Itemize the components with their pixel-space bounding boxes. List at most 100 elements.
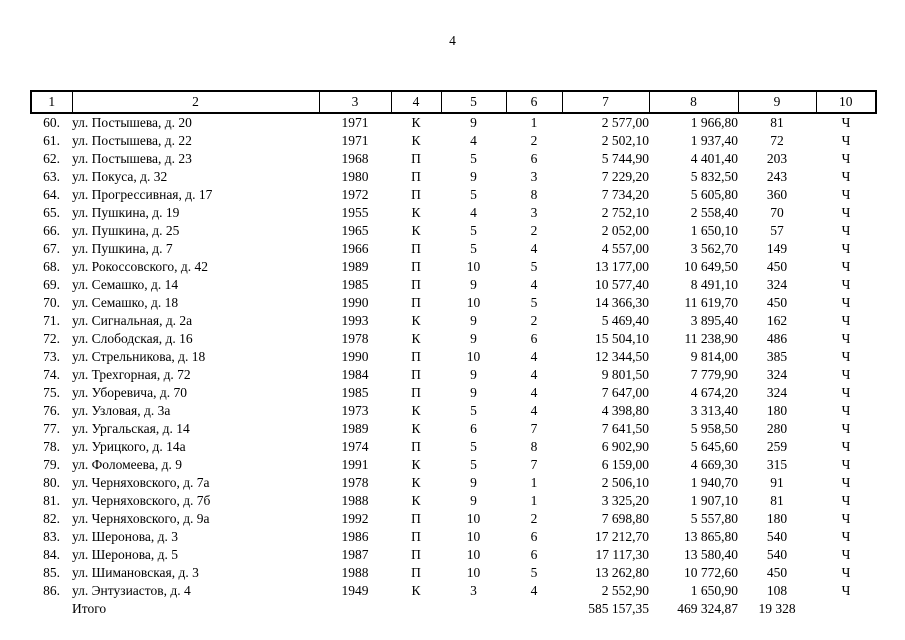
table-row: 80. ул. Черняховского, д. 7а 1978 К 9 1 2 506,… [31, 474, 876, 492]
table-cell: 1 966,80 [690, 115, 738, 130]
table-cell: 4 674,20 [690, 385, 738, 400]
table-cell: 1 [530, 475, 538, 490]
table-cell: ул. Постышева, д. 23 [72, 151, 192, 166]
table-cell: 10 [466, 565, 481, 580]
table-cell: Ч [841, 529, 851, 544]
table-cell: 162 [766, 313, 788, 328]
table-cell: Ч [841, 565, 851, 580]
table-cell: 5 605,80 [690, 187, 738, 202]
header-cell: 6 [505, 90, 563, 114]
table-cell: 57 [770, 223, 784, 238]
table-cell: 1989 [341, 259, 369, 274]
table-cell: 9 814,00 [690, 349, 738, 364]
table-header-row: 1 2 3 4 5 6 7 8 9 10 [30, 90, 877, 114]
table-cell: 13 865,80 [684, 529, 738, 544]
table-cell: 73. [43, 349, 60, 364]
table-cell: 6 159,00 [601, 457, 649, 472]
table-cell: Ч [841, 241, 851, 256]
table-cell: К [411, 313, 421, 328]
table-cell: 81. [43, 493, 60, 508]
table-cell: ул. Рокоссовского, д. 42 [72, 259, 208, 274]
table-row: 78. ул. Урицкого, д. 14а 1974 П 5 8 6 902,90 5 … [31, 438, 876, 456]
table-cell: К [411, 493, 421, 508]
table-cell: 81 [770, 493, 784, 508]
table-cell: ул. Семашко, д. 18 [72, 295, 179, 310]
table-cell: 2 558,40 [690, 205, 738, 220]
table-cell: 4 398,80 [601, 403, 649, 418]
table-cell: 5 832,50 [690, 169, 738, 184]
table-cell: 1990 [341, 349, 369, 364]
table-cell: 1 907,10 [690, 493, 738, 508]
table-cell: 7 734,20 [601, 187, 649, 202]
table-cell: Ч [841, 187, 851, 202]
table-cell: 5 [470, 439, 477, 454]
table-cell: 9 [470, 475, 477, 490]
table-cell: 2 506,10 [601, 475, 649, 490]
table-cell: 1978 [341, 475, 369, 490]
table-cell: 2 [530, 133, 538, 148]
table-cell: 83. [43, 529, 60, 544]
table-cell: ул. Шеронова, д. 3 [72, 529, 179, 544]
table-cell: 1966 [341, 241, 369, 256]
table-cell: 1965 [341, 223, 369, 238]
table-cell: 79. [43, 457, 60, 472]
table-cell: 12 344,50 [595, 349, 649, 364]
table-cell: 84. [43, 547, 60, 562]
table-cell: 1978 [341, 331, 369, 346]
table-row: 86. ул. Энтузиастов, д. 4 1949 К 3 4 2 552,90 1… [31, 582, 876, 600]
table-cell: К [411, 133, 421, 148]
table-cell: 11 619,70 [684, 295, 739, 310]
table-cell: 280 [766, 421, 788, 436]
table-cell: К [411, 331, 421, 346]
table-cell: ул. Прогрессивная, д. 17 [72, 187, 213, 202]
table-row: 73. ул. Стрельникова, д. 18 1990 П 10 4 12 344… [31, 348, 876, 366]
buildings-table: 1 2 3 4 5 6 7 8 9 10 60. ул. Постышева, д. 20 1971 К… [30, 90, 877, 618]
table-cell: П [411, 187, 421, 202]
table-cell: 1955 [341, 205, 369, 220]
table-cell: 6 [470, 421, 477, 436]
page-number: 4 [449, 33, 456, 48]
table-cell: 62. [43, 151, 60, 166]
table-cell: 180 [766, 511, 788, 526]
table-row: 75. ул. Уборевича, д. 70 1985 П 9 4 7 647,00 4 … [31, 384, 876, 402]
table-cell: 1988 [341, 493, 369, 508]
table-cell: 10 [466, 295, 481, 310]
table-cell: 4 [470, 205, 477, 220]
table-cell: ул. Фоломеева, д. 9 [72, 457, 182, 472]
table-cell: ул. Слободская, д. 16 [72, 331, 193, 346]
table-cell: К [411, 403, 421, 418]
table-cell: Ч [841, 313, 851, 328]
table-cell: 64. [43, 187, 60, 202]
table-cell: Ч [841, 457, 851, 472]
table-cell: Ч [841, 349, 851, 364]
table-cell: 10 649,50 [684, 259, 738, 274]
table-cell: К [411, 457, 421, 472]
table-cell: Ч [841, 583, 851, 598]
table-cell: ул. Постышева, д. 22 [72, 133, 192, 148]
table-row: 63. ул. Покуса, д. 32 1980 П 9 3 7 229,20 5 832… [31, 168, 876, 186]
table-cell: 7 641,50 [601, 421, 649, 436]
table-cell: Ч [841, 331, 851, 346]
table-cell: 1 [530, 493, 538, 508]
table-cell: 108 [766, 583, 788, 598]
table-row: 71. ул. Сигнальная, д. 2а 1993 К 9 2 5 469,40 3… [31, 312, 876, 330]
header-cell: 8 [648, 90, 739, 114]
table-cell: 72 [770, 133, 784, 148]
table-row: 84. ул. Шеронова, д. 5 1987 П 10 6 17 117,30 13… [31, 546, 876, 564]
table-cell: Ч [841, 439, 851, 454]
table-cell: ул. Семашко, д. 14 [72, 277, 179, 292]
table-cell: ул. Постышева, д. 20 [72, 115, 192, 130]
table-cell: 9 [470, 493, 477, 508]
table-cell: Ч [841, 259, 851, 274]
table-row: 70. ул. Семашко, д. 18 1990 П 10 5 14 366,30 11… [31, 294, 876, 312]
table-cell: 5 557,80 [690, 511, 738, 526]
table-cell: 6 [530, 529, 538, 544]
table-cell: 5 958,50 [690, 421, 738, 436]
table-cell: 180 [766, 403, 788, 418]
table-cell: 5 [470, 403, 477, 418]
table-row: 64. ул. Прогрессивная, д. 17 1972 П 5 8 7 734,… [31, 186, 876, 204]
table-row: 74. ул. Трехгорная, д. 72 1984 П 9 4 9 801,50 7… [31, 366, 876, 384]
table-row: 67. ул. Пушкина, д. 7 1966 П 5 4 4 557,00 3 562… [31, 240, 876, 258]
table-cell: 71. [43, 313, 60, 328]
table-row: 66. ул. Пушкина, д. 25 1965 К 5 2 2 052,00 1 65… [31, 222, 876, 240]
